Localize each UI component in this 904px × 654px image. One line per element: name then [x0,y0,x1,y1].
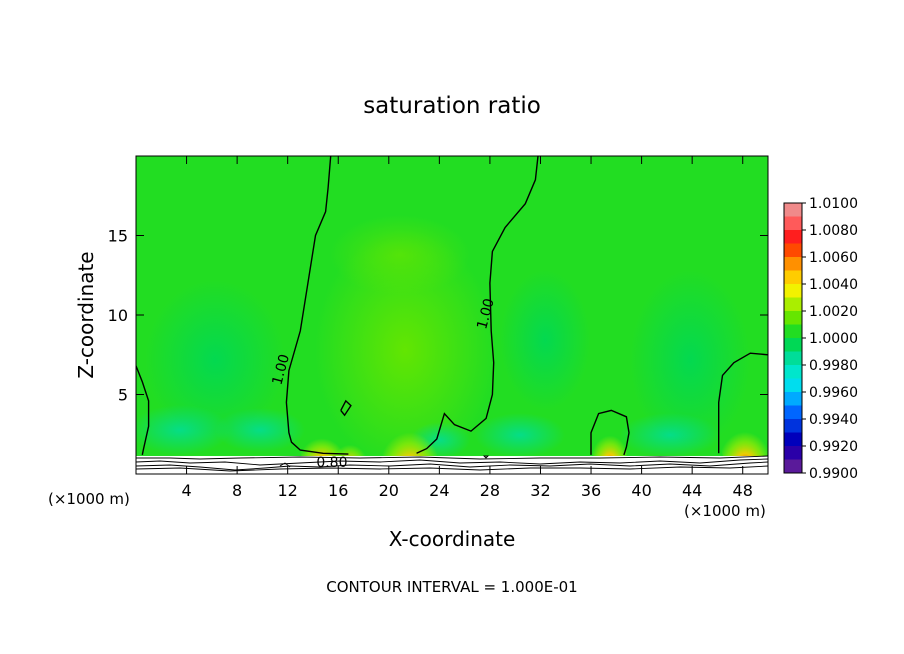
colorbar-band [784,338,802,352]
colorbar-band [784,270,802,284]
colorbar: 1.0100 1.0080 1.0060 1.0040 1.0020 1.0000 0.99… [783,196,858,482]
contour-line-3 [590,409,630,456]
colorbar-label: 1.0040 [809,277,858,293]
field-blob-low-2 [215,408,305,452]
contour-line-2 [416,156,539,454]
field-blob-moist-upper [330,215,470,295]
field-blob-dry-far-right [630,270,750,450]
colorbar-band [784,284,802,298]
plot-area: 1.00 1.00 0.80 [136,156,768,474]
colorbar-label: 1.0000 [809,331,858,347]
field-blob-dry-left [145,280,285,440]
surface-contour-3 [136,461,768,471]
contour-label: 1.00 [270,352,294,386]
x-axis-label: X-coordinate [389,527,516,551]
x-tick-label: 48 [733,481,753,500]
y-axis-label: Z-coordinate [74,251,98,378]
field-blob-moist-center [315,230,495,470]
colorbar-band [784,311,802,325]
contour-line-6 [340,399,352,417]
x-tick-label: 16 [328,481,348,500]
colorbar-band [784,230,802,244]
x-tick-label: 4 [181,481,191,500]
surface-contour-1 [136,455,768,460]
colorbar-band [784,419,802,433]
contour-interval-note: CONTOUR INTERVAL = 1.000E-01 [326,578,577,596]
colorbar-band [784,378,802,392]
colorbar-label: 0.9960 [809,385,858,401]
x-unit-left: (×1000 m) [48,490,130,508]
surface-layer [136,456,768,474]
contour-label: 1.00 [474,297,498,331]
x-tick-label: 32 [530,481,550,500]
x-tick-label: 36 [581,481,601,500]
x-tick-label: 12 [278,481,298,500]
colorbar-band [784,216,802,230]
surface-contour-label: 0.80 [316,455,347,471]
colorbar-label: 0.9940 [809,412,858,428]
colorbar-band [784,405,802,419]
colorbar-label: 0.9900 [809,466,858,482]
surface-contour-5 [279,455,490,468]
colorbar-label: 1.0060 [809,250,858,266]
colorbar-band [784,446,802,460]
contour-line-5 [136,365,150,456]
x-axis: 4 8 12 16 20 24 28 32 36 40 44 48 [181,156,753,500]
y-tick-label: 5 [118,386,128,405]
colorbar-band [784,351,802,365]
field-blob-low-4 [620,413,720,457]
contour-line-4 [718,352,768,454]
contour-lines: 1.00 1.00 0.80 [136,156,768,471]
colorbar-label: 1.0020 [809,304,858,320]
colorbar-band [784,297,802,311]
x-tick-label: 8 [232,481,242,500]
x-tick-label: 20 [379,481,399,500]
colorbar-band [784,392,802,406]
x-tick-label: 28 [480,481,500,500]
x-tick-label: 44 [682,481,702,500]
y-axis: 5 10 15 [108,227,768,405]
colorbar-band [784,432,802,446]
colorbar-band [784,459,802,473]
colorbar-label: 0.9920 [809,439,858,455]
colorbar-label: 1.0100 [809,196,858,212]
surface-contour-2 [136,458,768,466]
colorbar-band [784,203,802,217]
colorbar-band [784,324,802,338]
colorbar-label: 1.0080 [809,223,858,239]
colorbar-label: 0.9980 [809,358,858,374]
colorbar-band [784,365,802,379]
colorbar-band [784,257,802,271]
x-tick-label: 24 [429,481,449,500]
field-blob-dry-right [500,270,590,410]
contour-line-1 [285,156,349,455]
x-tick-label: 40 [631,481,651,500]
field-blob-low-1 [136,405,230,455]
surface-contour-4 [136,465,768,472]
y-tick-label: 15 [108,227,128,246]
x-unit-right: (×1000 m) [684,502,766,520]
y-tick-label: 10 [108,306,128,325]
chart-title: saturation ratio [363,93,541,119]
colorbar-band [784,243,802,257]
field-blob-low-3 [475,413,565,457]
surface-contours [136,455,768,472]
